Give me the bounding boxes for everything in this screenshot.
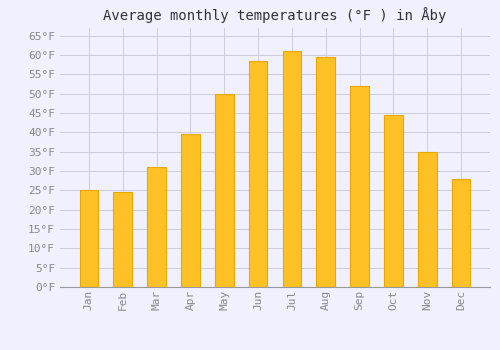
Bar xyxy=(249,61,268,287)
Bar xyxy=(215,94,234,287)
Bar xyxy=(114,192,132,287)
Bar xyxy=(181,134,200,287)
Bar xyxy=(80,190,98,287)
Bar xyxy=(452,179,470,287)
Bar xyxy=(282,51,301,287)
Bar xyxy=(384,115,403,287)
Bar xyxy=(350,86,369,287)
Title: Average monthly temperatures (°F ) in Åby: Average monthly temperatures (°F ) in Åb… xyxy=(104,7,446,23)
Bar xyxy=(147,167,166,287)
Bar xyxy=(316,57,335,287)
Bar xyxy=(418,152,436,287)
